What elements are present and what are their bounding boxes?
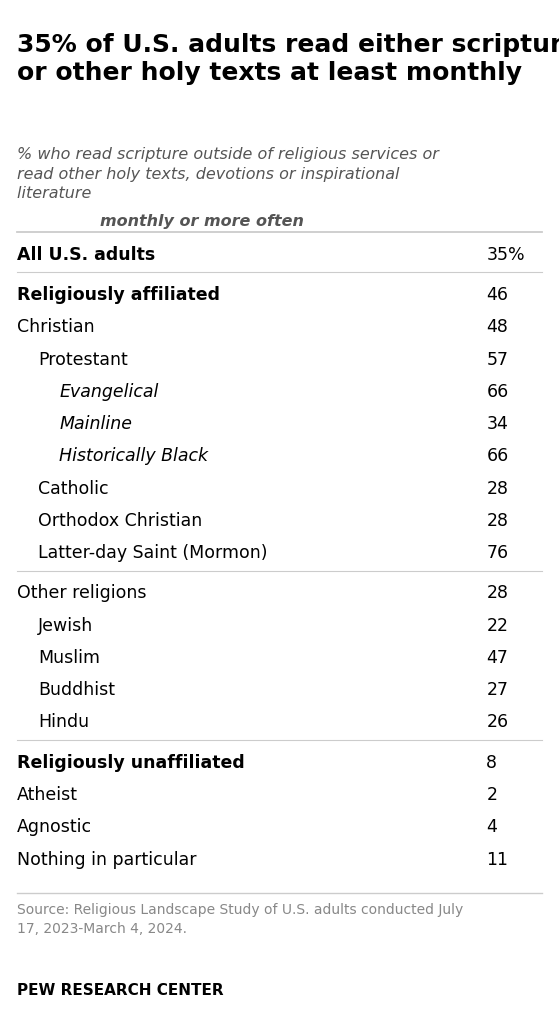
Text: Protestant: Protestant xyxy=(38,350,128,369)
Text: 66: 66 xyxy=(486,447,509,465)
Text: Atheist: Atheist xyxy=(17,786,78,804)
Text: Christian: Christian xyxy=(17,318,94,336)
Text: 28: 28 xyxy=(486,479,508,498)
Text: Source: Religious Landscape Study of U.S. adults conducted July
17, 2023-March 4: Source: Religious Landscape Study of U.S… xyxy=(17,903,463,936)
Text: PEW RESEARCH CENTER: PEW RESEARCH CENTER xyxy=(17,983,224,998)
Text: 76: 76 xyxy=(486,544,509,562)
Text: 22: 22 xyxy=(486,616,508,635)
Text: Latter-day Saint (Mormon): Latter-day Saint (Mormon) xyxy=(38,544,268,562)
Text: 4: 4 xyxy=(486,818,497,837)
Text: 35%: 35% xyxy=(486,246,525,264)
Text: Muslim: Muslim xyxy=(38,649,100,667)
Text: 66: 66 xyxy=(486,383,509,400)
Text: Religiously unaffiliated: Religiously unaffiliated xyxy=(17,754,244,772)
Text: 8: 8 xyxy=(486,754,498,772)
Text: 46: 46 xyxy=(486,286,508,304)
Text: 28: 28 xyxy=(486,512,508,529)
Text: Jewish: Jewish xyxy=(38,616,93,635)
Text: Buddhist: Buddhist xyxy=(38,681,115,699)
Text: Mainline: Mainline xyxy=(59,415,132,433)
Text: 11: 11 xyxy=(486,851,508,868)
Text: 28: 28 xyxy=(486,585,508,602)
Text: 57: 57 xyxy=(486,350,508,369)
Text: Religiously affiliated: Religiously affiliated xyxy=(17,286,220,304)
Text: All U.S. adults: All U.S. adults xyxy=(17,246,155,264)
Text: Orthodox Christian: Orthodox Christian xyxy=(38,512,202,529)
Text: 48: 48 xyxy=(486,318,508,336)
Text: Evangelical: Evangelical xyxy=(59,383,159,400)
Text: Agnostic: Agnostic xyxy=(17,818,92,837)
Text: 26: 26 xyxy=(486,714,509,731)
Text: Hindu: Hindu xyxy=(38,714,89,731)
Text: % who read scripture outside of religious services or
read other holy texts, dev: % who read scripture outside of religiou… xyxy=(17,147,439,201)
Text: Historically Black: Historically Black xyxy=(59,447,209,465)
Text: 47: 47 xyxy=(486,649,508,667)
Text: 34: 34 xyxy=(486,415,508,433)
Text: Nothing in particular: Nothing in particular xyxy=(17,851,196,868)
Text: Other religions: Other religions xyxy=(17,585,146,602)
Text: 2: 2 xyxy=(486,786,498,804)
Text: Catholic: Catholic xyxy=(38,479,108,498)
Text: monthly or more often: monthly or more often xyxy=(100,214,304,228)
Text: 27: 27 xyxy=(486,681,508,699)
Text: 35% of U.S. adults read either scripture
or other holy texts at least monthly: 35% of U.S. adults read either scripture… xyxy=(17,33,559,85)
